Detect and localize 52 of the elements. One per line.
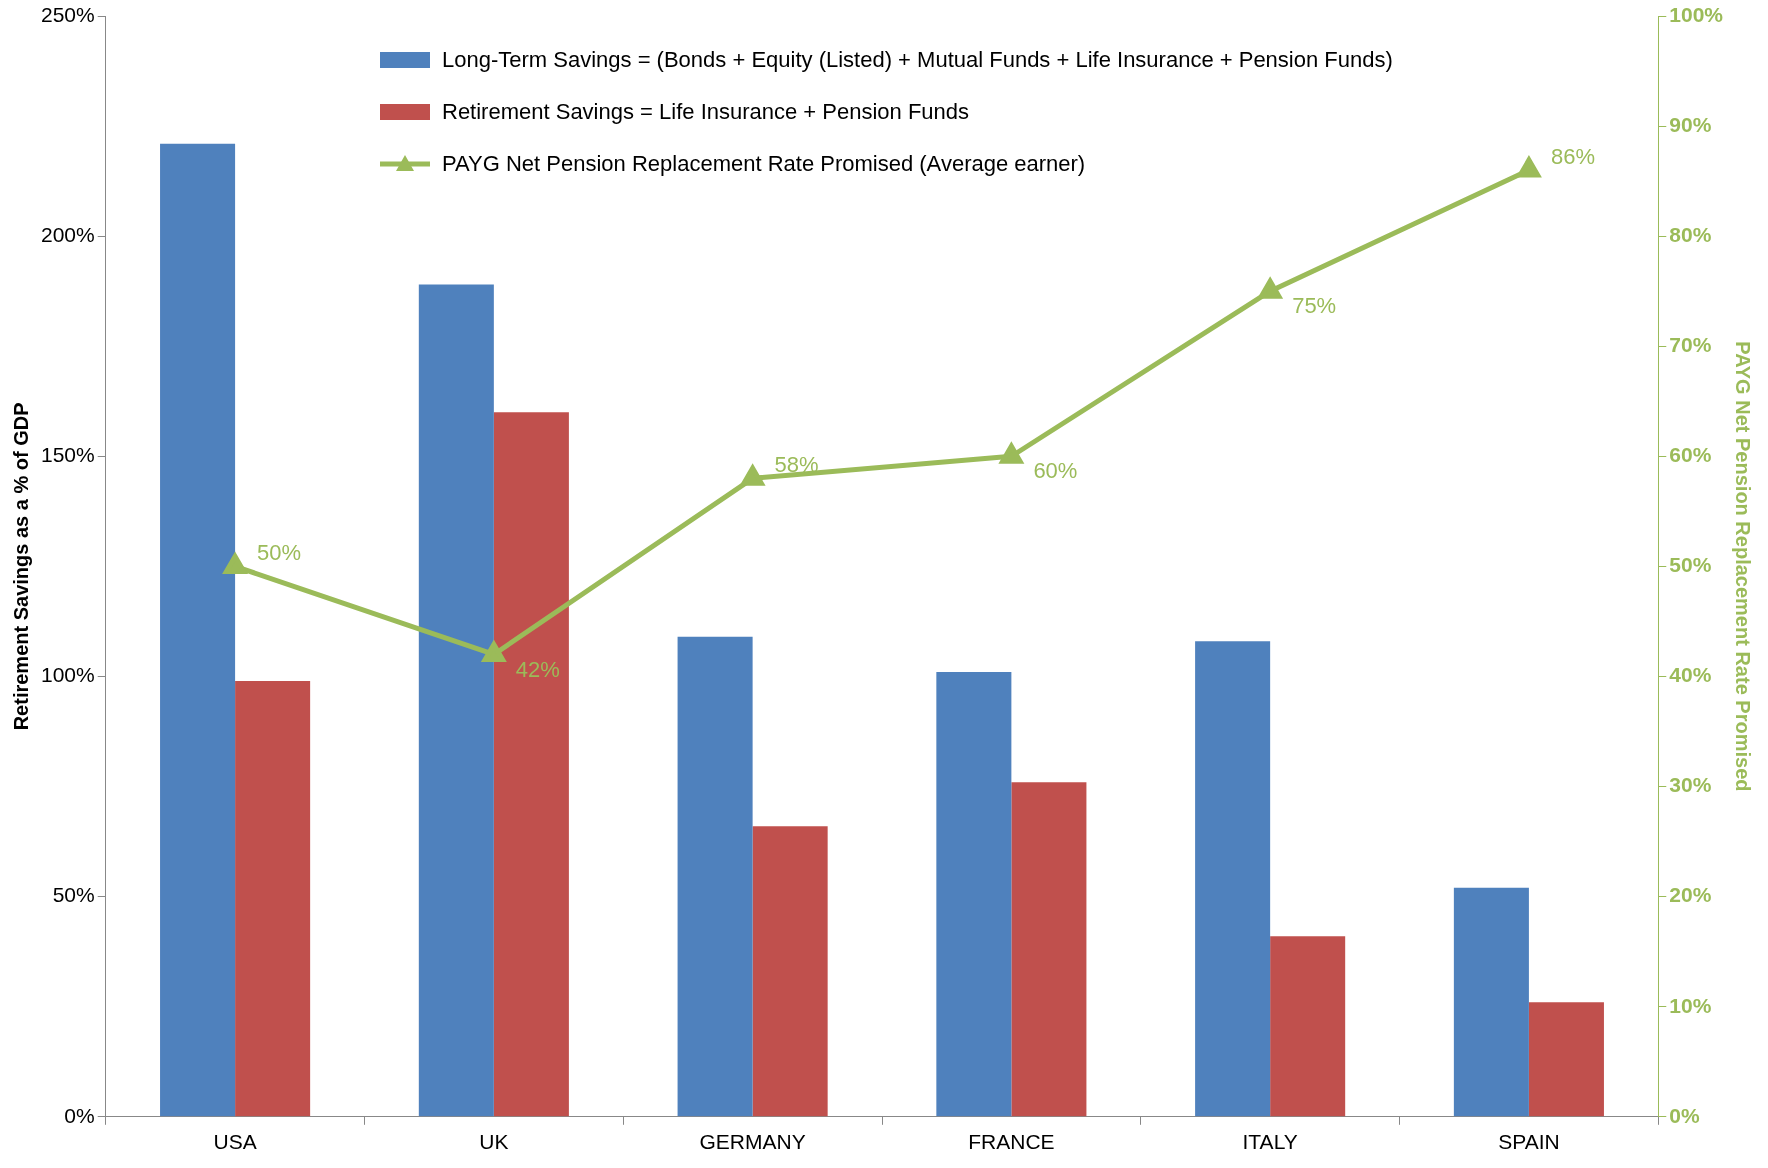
y2-tick-label: 20%: [1669, 883, 1712, 907]
point: [740, 463, 766, 486]
bar: [1270, 936, 1346, 1117]
point: [1258, 276, 1283, 299]
y-tick-label: 250%: [40, 2, 95, 26]
bar: [1195, 641, 1271, 1117]
y2-tick-label: 10%: [1669, 993, 1712, 1017]
data-label: 42%: [515, 656, 560, 682]
data-label: 58%: [774, 452, 819, 478]
y2-tick-label: 70%: [1669, 333, 1712, 357]
bar: [752, 826, 828, 1117]
y-tick-label: 100%: [40, 663, 95, 687]
y-axis-title: Retirement Savings as a % of GDP: [9, 402, 32, 731]
y-tick-label: 150%: [40, 443, 95, 467]
legend-label: Retirement Savings = Life Insurance + Pension Funds: [442, 99, 970, 125]
y2-tick-label: 90%: [1669, 112, 1712, 136]
point: [1517, 155, 1542, 178]
point: [222, 551, 248, 574]
x-tick-label: USA: [213, 1130, 257, 1154]
y2-tick-label: 50%: [1669, 553, 1712, 577]
bar: [418, 284, 494, 1117]
bar: [1011, 782, 1087, 1117]
y2-tick-label: 60%: [1669, 443, 1712, 467]
bar: [493, 412, 569, 1117]
x-tick-label: GERMANY: [699, 1130, 806, 1154]
bar: [1453, 887, 1529, 1117]
x-tick-label: FRANCE: [968, 1130, 1055, 1154]
point: [481, 639, 507, 662]
data-label: 50%: [257, 540, 302, 566]
data-label: 75%: [1292, 293, 1337, 319]
y2-axis-title: PAYG Net Pension Replacement Rate Promised: [1732, 341, 1755, 792]
bar: [160, 143, 236, 1117]
y-tick-label: 0%: [64, 1103, 95, 1127]
y2-tick-label: 0%: [1669, 1103, 1700, 1127]
x-tick-label: UK: [479, 1130, 509, 1154]
data-label: 60%: [1033, 458, 1078, 484]
y2-tick-label: 30%: [1669, 773, 1712, 797]
bar: [677, 636, 753, 1117]
legend-label: Long-Term Savings = (Bonds + Equity (Listed) + Mutual Funds + Life Insurance + Pension Funds): [442, 47, 1393, 73]
legend-label: PAYG Net Pension Replacement Rate Promised (Average earner): [442, 151, 1086, 177]
bar: [235, 680, 311, 1117]
x-tick-label: SPAIN: [1498, 1130, 1560, 1154]
bar: [1528, 1002, 1604, 1117]
y2-tick-label: 40%: [1669, 663, 1712, 687]
data-label: 86%: [1550, 144, 1595, 170]
y-tick-label: 50%: [52, 883, 95, 907]
point: [998, 441, 1025, 464]
y-tick-label: 200%: [40, 222, 95, 246]
y2-tick-label: 80%: [1669, 222, 1712, 246]
bar: [936, 672, 1012, 1117]
x-tick-label: ITALY: [1242, 1130, 1298, 1154]
y2-tick-label: 100%: [1669, 2, 1724, 26]
